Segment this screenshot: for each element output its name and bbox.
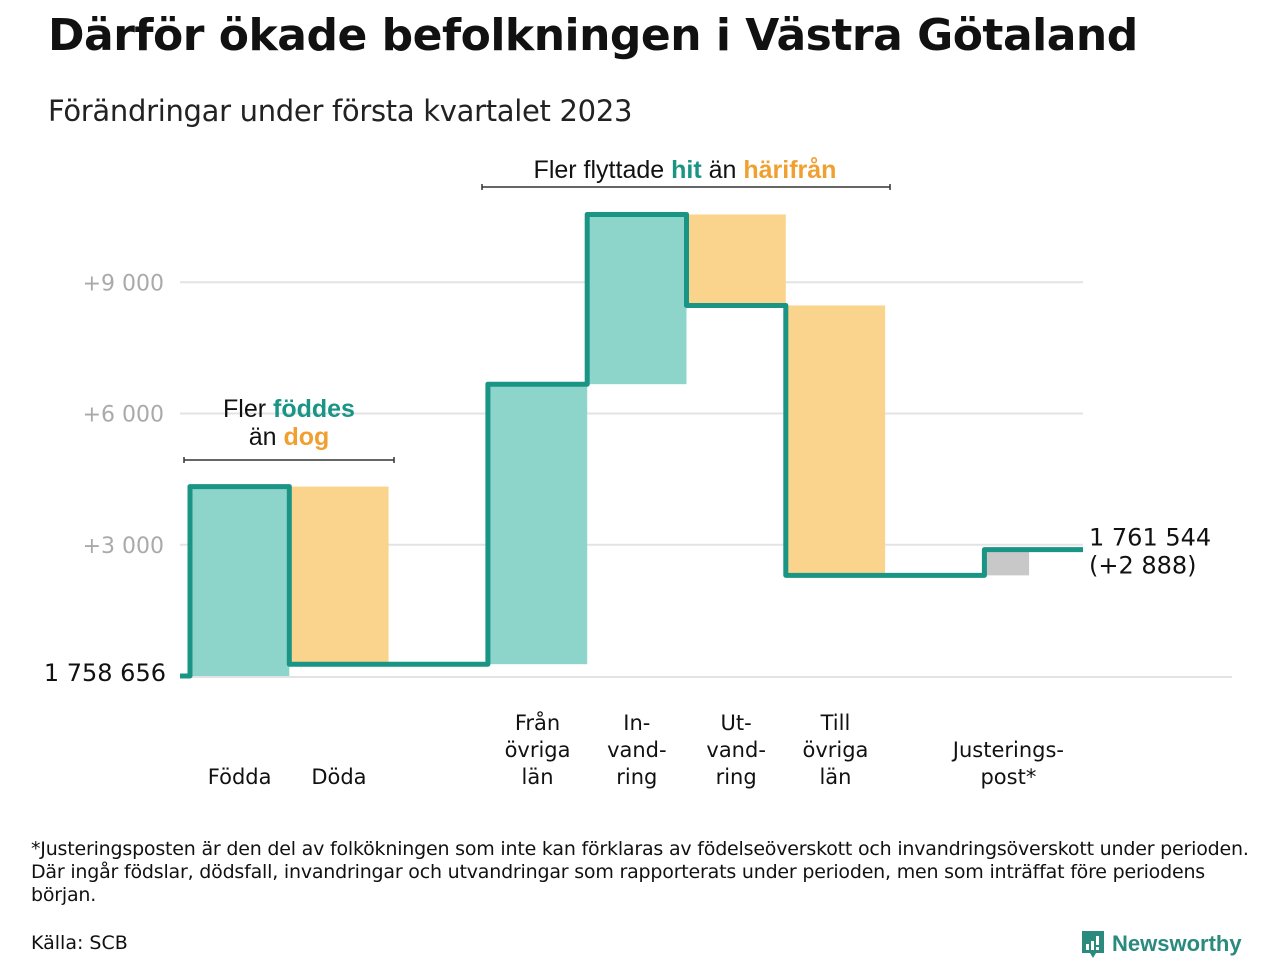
bar-från-övriga-län (487, 384, 588, 665)
labels: +3 000 +6 000 +9 000 Födda Döda Från övriga län… (44, 271, 1211, 789)
category-label: Ut- (721, 711, 752, 735)
y-tick-label: +6 000 (83, 403, 164, 428)
category-label: In- (623, 711, 650, 735)
end-change-label: (+2 888) (1089, 552, 1197, 580)
category-label: ring (616, 765, 657, 789)
category-label: Till (820, 711, 851, 735)
annotation-text: Fler flyttade hit än härifrån (534, 156, 837, 184)
category-label: post* (980, 765, 1036, 789)
step-line (180, 211, 1083, 679)
source-label: Källa: SCB (31, 932, 128, 954)
category-label: Döda (311, 765, 366, 789)
category-label: övriga (802, 738, 868, 762)
category-label: Födda (208, 765, 272, 789)
category-label: Justerings- (951, 738, 1064, 762)
bar-utvandring (686, 214, 786, 306)
annotation-segment: än (249, 423, 284, 451)
annotation-segment: hit (671, 156, 702, 184)
annotation-segment: härifrån (743, 156, 836, 184)
bar-invandring (587, 214, 687, 385)
annotation-segment: Fler (223, 395, 273, 423)
brand-name: Newsworthy (1112, 931, 1242, 956)
bar-justeringspost- (984, 549, 1030, 576)
y-tick-label: +9 000 (83, 271, 164, 296)
footnote: *Justeringsposten är den del av folkökni… (31, 838, 1249, 906)
chart-title: Därför ökade befolkningen i Västra Götal… (48, 10, 1138, 61)
annotation-segment: än (702, 156, 744, 184)
annotation-segment: dog (283, 423, 329, 451)
end-value-label: 1 761 544 (1089, 524, 1211, 552)
bar-chart-speech-bubble-icon (1082, 931, 1104, 958)
category-label: vand- (706, 738, 766, 762)
category-label: län (819, 765, 851, 789)
bar-till-övriga-län (785, 305, 886, 576)
category-label: vand- (607, 738, 667, 762)
brand-logo: Newsworthy (1080, 929, 1242, 959)
bar-döda (289, 486, 389, 665)
category-label: Från (515, 710, 560, 735)
annotation-segment: Fler flyttade (534, 156, 672, 184)
step-line-group (180, 211, 1083, 679)
annotation-text: Fler föddes (223, 395, 355, 423)
category-label: län (522, 765, 554, 789)
start-value-label: 1 758 656 (44, 659, 166, 687)
annotation-segment: föddes (273, 395, 355, 423)
annotation-text: än dog (249, 423, 330, 451)
category-label: övriga (505, 738, 571, 762)
category-label: ring (716, 765, 757, 789)
bars (190, 214, 1030, 676)
y-tick-label: +3 000 (83, 534, 164, 559)
bar-födda (190, 486, 290, 676)
chart-subtitle: Förändringar under första kvartalet 2023 (48, 94, 633, 128)
